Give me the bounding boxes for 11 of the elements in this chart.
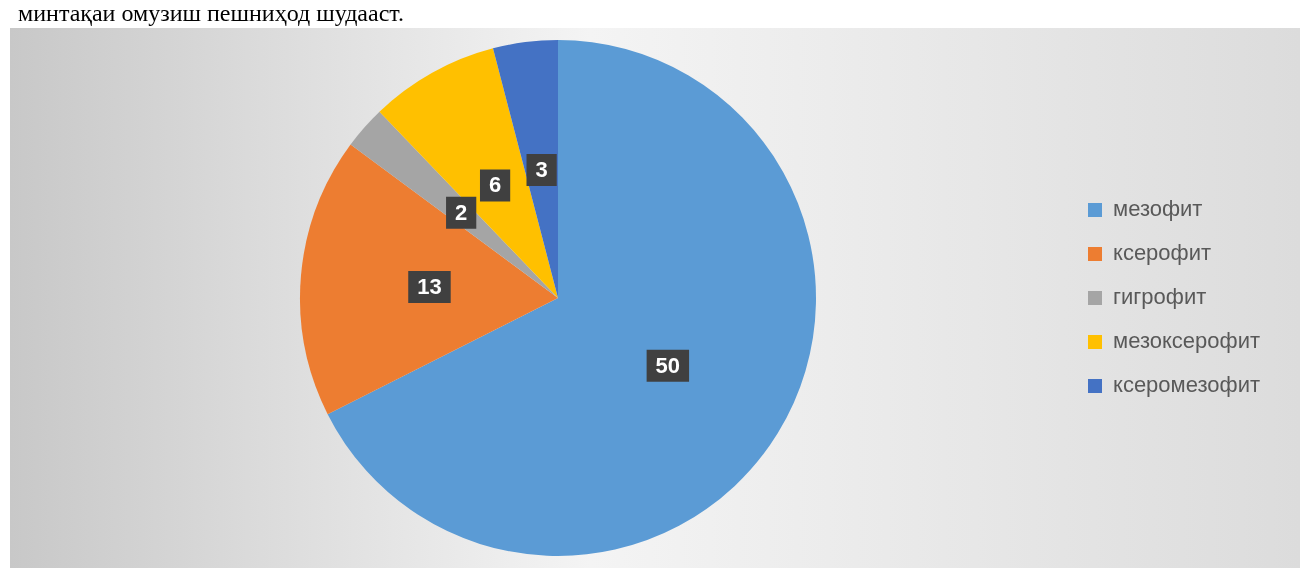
data-label: 3 (535, 157, 548, 183)
legend-label: ксерофит (1113, 240, 1212, 266)
legend-label: гигрофит (1113, 284, 1207, 310)
legend-label: мезофит (1113, 196, 1203, 222)
data-label: 50 (655, 352, 681, 378)
legend-label: мезоксерофит (1113, 328, 1260, 354)
data-label: 6 (488, 172, 502, 198)
data-label: 2 (455, 199, 468, 225)
text: минтақаи омузиш пешниҳод шудааст. (18, 0, 405, 26)
data-label: 13 (417, 274, 442, 300)
legend-label: ксеромезофит (1113, 372, 1260, 398)
